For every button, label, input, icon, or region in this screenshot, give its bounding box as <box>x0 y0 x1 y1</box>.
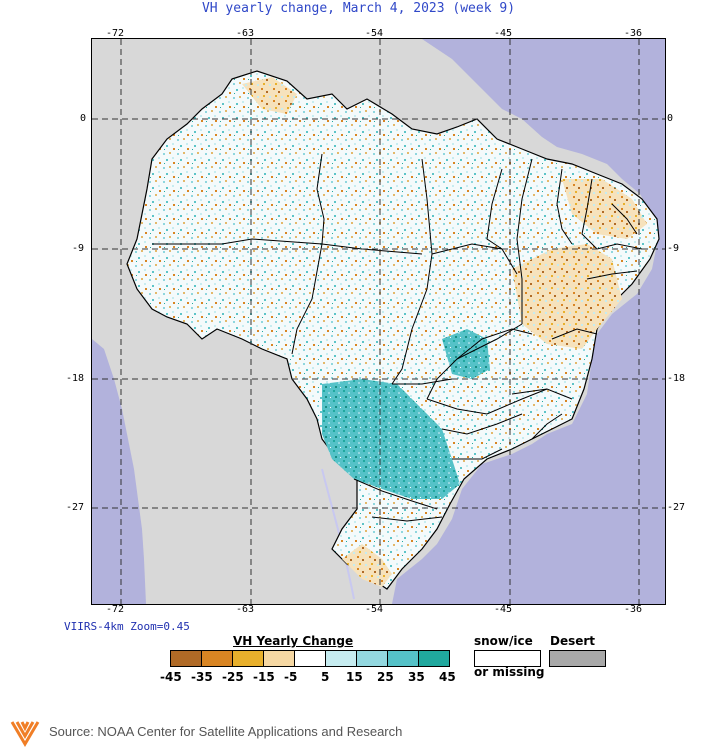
lat-label-right: -27 <box>667 502 686 513</box>
legend-swatch <box>263 650 295 667</box>
snow-legend-title: snow/ice <box>474 634 533 648</box>
zoom-label: VIIRS-4km Zoom=0.45 <box>64 620 190 633</box>
brazil-region <box>126 70 660 590</box>
snow-swatch <box>474 650 541 667</box>
lon-label-bottom: -63 <box>236 604 255 615</box>
legend-swatch <box>418 650 450 667</box>
graticule <box>92 39 665 604</box>
lat-label-left: -18 <box>66 373 85 384</box>
lon-label-top: -36 <box>624 28 643 39</box>
lon-label-bottom: -36 <box>624 604 643 615</box>
legend-swatch <box>201 650 233 667</box>
orange-region <box>512 244 622 349</box>
parana-river <box>321 468 355 600</box>
legend-label: 5 <box>321 670 330 684</box>
atlantic-ocean <box>392 39 665 604</box>
legend-label: 15 <box>346 670 363 684</box>
lon-label-top: -54 <box>365 28 384 39</box>
legend-swatch <box>170 650 202 667</box>
lon-label-bottom: -45 <box>494 604 513 615</box>
legend-swatch <box>294 650 326 667</box>
lon-label-top: -63 <box>236 28 255 39</box>
desert-swatch <box>549 650 606 667</box>
legend-swatch <box>387 650 419 667</box>
lat-label-right: 0 <box>667 113 674 124</box>
legend-label: -25 <box>222 670 244 684</box>
lat-label-left: -9 <box>72 243 85 254</box>
legend-label: -35 <box>191 670 213 684</box>
legend-swatch <box>356 650 388 667</box>
lon-label-top: -45 <box>494 28 513 39</box>
map-panel[interactable] <box>91 38 666 605</box>
source-credit: Source: NOAA Center for Satellite Applic… <box>49 724 403 739</box>
desert-legend-title: Desert <box>550 634 596 648</box>
vegetation-health-map <box>92 39 665 604</box>
lat-label-left: -27 <box>66 502 85 513</box>
legend-label: -45 <box>160 670 182 684</box>
state-borders <box>152 153 643 522</box>
pacific-ocean <box>92 339 146 604</box>
map-title: VH yearly change, March 4, 2023 (week 9) <box>201 1 516 16</box>
legend-label: 35 <box>408 670 425 684</box>
legend-label: -15 <box>253 670 275 684</box>
source-logo-icon <box>10 721 40 747</box>
legend-label: 45 <box>439 670 456 684</box>
legend-swatch <box>325 650 357 667</box>
legend-label: -5 <box>284 670 298 684</box>
legend-label: 25 <box>377 670 394 684</box>
orange-region <box>562 179 647 239</box>
orange-region <box>342 544 392 587</box>
lat-label-right: -18 <box>667 373 686 384</box>
snow-legend-subtitle: or missing <box>474 665 545 679</box>
lat-label-left: 0 <box>80 113 87 124</box>
legend-title: VH Yearly Change <box>233 634 354 648</box>
teal-region <box>322 379 460 499</box>
lat-label-right: -9 <box>667 243 680 254</box>
lon-label-top: -72 <box>106 28 125 39</box>
orange-region <box>242 77 297 114</box>
legend-swatch <box>232 650 264 667</box>
lon-label-bottom: -72 <box>106 604 125 615</box>
lon-label-bottom: -54 <box>365 604 384 615</box>
